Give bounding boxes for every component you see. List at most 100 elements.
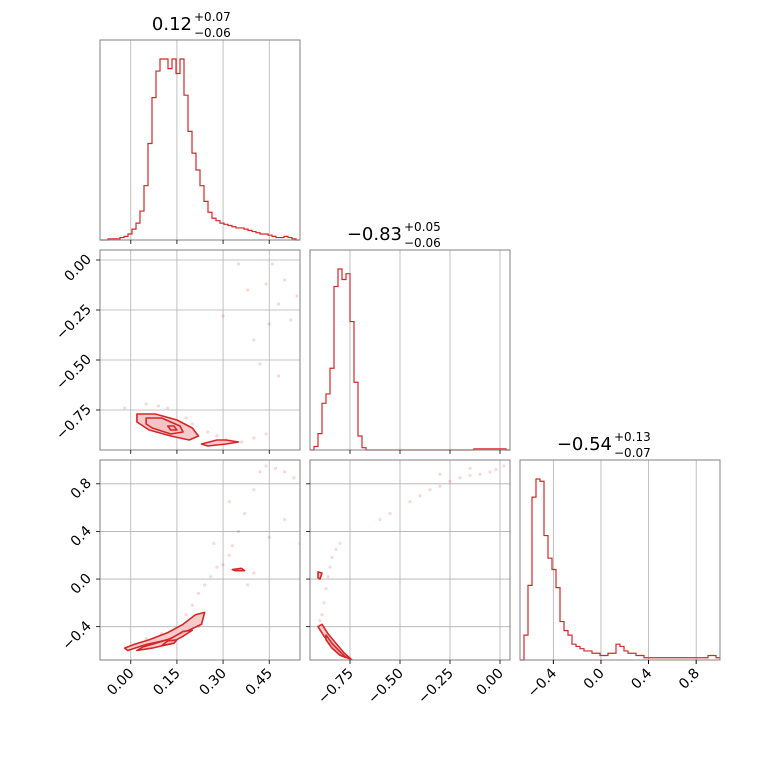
pair-1-point-20 (283, 517, 287, 522)
ytick-label-row1-2: −0.25 (53, 302, 95, 344)
pair-0-contour-3 (200, 439, 240, 447)
pair-2-point-21 (438, 472, 442, 476)
param-title-2-lower-error: −0.07 (614, 446, 651, 460)
xtick-label-col2-3: 0.8 (676, 666, 703, 693)
param-title-2: −0.54 +0.13 −0.07 (557, 430, 651, 460)
pair-2-point-8 (318, 619, 322, 623)
pair-2-contour-0 (317, 623, 353, 660)
pair-1-point-6 (221, 563, 225, 567)
ytick-label-row1-0: −0.75 (53, 402, 95, 444)
xtick-label-col1-2: −0.25 (415, 666, 457, 708)
xtick-label-col1-0: −0.75 (315, 666, 357, 708)
pair-0-point-15 (283, 278, 287, 282)
pair-2-point-6 (338, 541, 342, 545)
pair-2-point-1 (324, 586, 328, 591)
pair-1-point-15 (283, 470, 287, 474)
pair-1-point-14 (273, 466, 277, 470)
pair-2-point-10 (418, 494, 422, 498)
pair-0-point-3 (166, 406, 170, 410)
hist-panel-0-frame (99, 39, 301, 241)
pair-0-point-9 (239, 440, 244, 444)
pair-0-point-19 (252, 338, 256, 342)
xtick-label-col0-1: 0.15 (150, 666, 183, 699)
param-title-1-upper-error: +0.05 (404, 220, 441, 234)
pair-0-point-0 (123, 406, 127, 410)
xtick-label-col2-2: 0.4 (628, 665, 655, 692)
pair-2-point-20 (378, 517, 382, 522)
xtick-label-col1-1: −0.50 (365, 666, 407, 708)
pair-0-point-23 (221, 314, 225, 318)
hist-panel-2-background (520, 460, 720, 660)
param-title-0: 0.12 +0.07 −0.06 (152, 10, 231, 40)
pair-0-point-1 (144, 402, 148, 406)
pair-2-point-17 (488, 470, 492, 474)
pair-2-point-0 (322, 601, 326, 605)
pair-1-contour-1 (136, 629, 194, 652)
pair-1-point-2 (196, 591, 201, 595)
pair-0-point-6 (206, 430, 210, 434)
pair-0-point-16 (246, 288, 250, 292)
pair-0-point-4 (184, 416, 188, 420)
hist-2-step-line (520, 478, 720, 661)
xtick-label-col0-2: 0.30 (197, 666, 230, 699)
pair-2-point-16 (478, 472, 482, 476)
hist-panel-0-background (100, 40, 300, 240)
ytick-label-row2-0: −0.4 (59, 618, 94, 653)
pair-1-point-24 (144, 636, 148, 641)
pair-1-point-10 (243, 511, 247, 516)
pair-0-point-14 (276, 302, 281, 306)
param-title-0-upper-error: +0.07 (194, 10, 231, 24)
pair-1-point-11 (252, 488, 256, 492)
pair-0-point-22 (295, 294, 299, 298)
pair-1-point-0 (184, 613, 188, 617)
hist-panel-2-frame (519, 459, 721, 661)
pair-panel-2-frame (309, 459, 511, 661)
pair-2-point-19 (388, 511, 392, 516)
pair-1-point-4 (209, 575, 213, 579)
pair-2-point-23 (502, 464, 506, 468)
param-title-1-lower-error: −0.06 (404, 236, 441, 250)
pair-1-point-1 (190, 603, 194, 607)
pair-2-point-4 (330, 556, 334, 560)
pair-2-point-7 (320, 613, 324, 617)
xtick-label-col1-3: 0.00 (473, 666, 506, 699)
pair-0-point-20 (236, 262, 241, 266)
xtick-label-col0-0: 0.00 (104, 666, 137, 699)
pair-0-contour-2 (166, 425, 178, 431)
pair-1-point-8 (230, 544, 234, 548)
pair-2-point-15 (468, 473, 472, 478)
pair-panel-1-frame (99, 459, 301, 661)
pair-2-point-12 (438, 484, 442, 488)
pair-1-point-17 (246, 583, 250, 587)
pair-0-point-7 (215, 434, 219, 438)
xtick-label-col2-0: −0.4 (525, 665, 560, 700)
pair-2-point-13 (448, 479, 452, 484)
pair-panel-0-background (100, 250, 300, 450)
ytick-label-row2-1: 0.0 (68, 571, 95, 598)
pair-0-point-21 (264, 282, 268, 286)
hist-panel-1-background (310, 250, 510, 450)
param-title-0-value: 0.12 (152, 14, 192, 35)
xtick-label-col2-1: 0.0 (581, 666, 608, 693)
pair-0-point-18 (289, 318, 293, 322)
param-title-2-upper-error: +0.13 (614, 430, 651, 444)
ytick-label-row2-2: 0.4 (68, 523, 95, 550)
pair-0-point-5 (190, 422, 194, 426)
xtick-label-col0-3: 0.45 (243, 666, 276, 699)
hist-panel-1-frame (309, 249, 511, 451)
pair-2-point-22 (468, 466, 472, 470)
pair-1-point-7 (227, 553, 231, 557)
pair-1-point-21 (227, 500, 231, 504)
pair-0-point-17 (270, 262, 274, 266)
param-title-2-value: −0.54 (557, 434, 612, 455)
pair-2-point-9 (408, 500, 412, 504)
pair-1-point-9 (236, 529, 241, 534)
pair-0-point-13 (267, 322, 271, 326)
pair-2-point-18 (494, 467, 498, 472)
ytick-label-row1-1: −0.50 (53, 352, 95, 394)
pair-1-point-22 (212, 541, 216, 545)
pair-panel-2-background (310, 460, 510, 660)
pair-0-point-24 (276, 374, 281, 378)
pair-2-point-14 (458, 476, 462, 480)
